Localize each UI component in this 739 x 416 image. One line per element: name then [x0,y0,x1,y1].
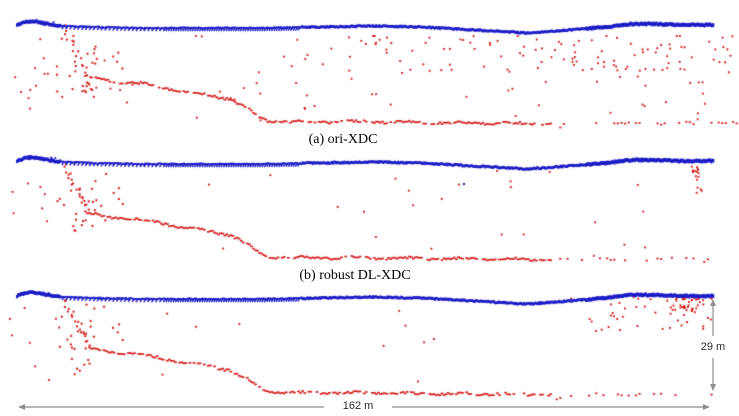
panel-b-caption: (b) robust DL-XDC [299,268,411,283]
width-dimension-label: 162 m [340,400,376,412]
panel-b-pointcloud [0,148,739,272]
panel-a-pointcloud [0,12,739,136]
height-dimension-label: 29 m [698,341,728,353]
panel-c-pointcloud [0,283,739,407]
panel-a-caption: (a) ori-XDC [308,132,378,147]
